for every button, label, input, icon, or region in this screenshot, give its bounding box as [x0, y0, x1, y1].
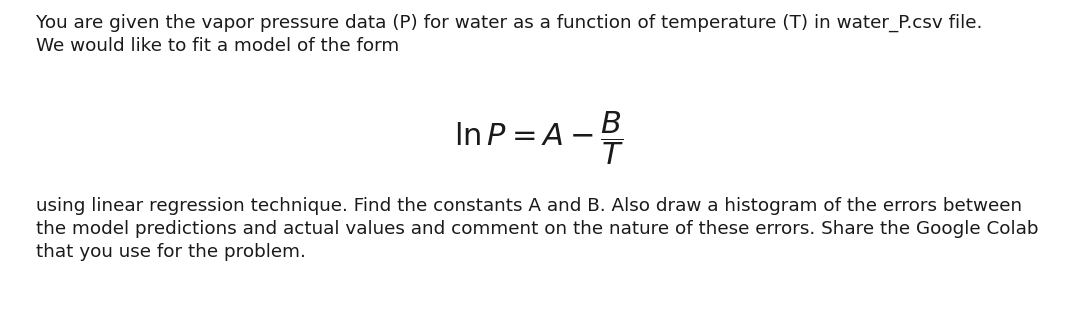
Text: You are given the vapor pressure data (P) for water as a function of temperature: You are given the vapor pressure data (P…: [36, 14, 982, 55]
Text: $\mathrm{ln}\, P = A - \dfrac{B}{T}$: $\mathrm{ln}\, P = A - \dfrac{B}{T}$: [454, 109, 625, 167]
Text: using linear regression technique. Find the constants A and B. Also draw a histo: using linear regression technique. Find …: [36, 197, 1038, 261]
